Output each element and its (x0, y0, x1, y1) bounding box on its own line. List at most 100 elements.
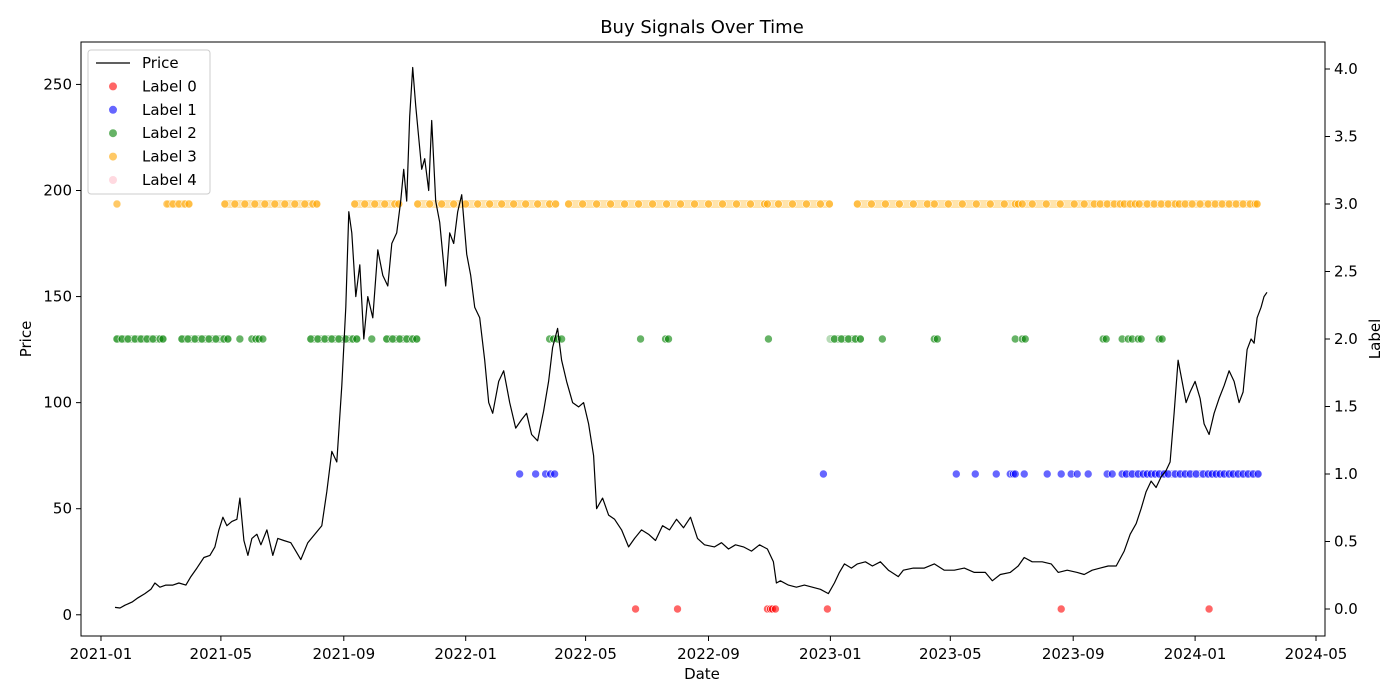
y2-axis-label: Label (1366, 319, 1384, 359)
legend-label-2: Label 2 (142, 124, 197, 142)
signal-point-label-3 (825, 199, 834, 209)
signal-point-label-2 (367, 334, 377, 344)
signal-point-label-1 (1253, 469, 1263, 479)
x-tick-label: 2024-05 (1285, 645, 1348, 663)
signal-point-label-3 (1069, 199, 1079, 209)
legend-swatch-label-2 (109, 129, 117, 138)
signal-point-label-3 (1079, 199, 1089, 209)
signal-point-label-3 (895, 199, 904, 209)
signal-point-label-3 (881, 199, 890, 209)
legend-label-4: Label 4 (142, 171, 197, 189)
signal-point-label-2 (235, 334, 245, 344)
signal-point-label-3 (260, 199, 270, 209)
signal-point-label-1 (1107, 469, 1117, 479)
signal-point-label-3 (1187, 199, 1197, 209)
y2-tick-label: 2.0 (1334, 330, 1358, 348)
signal-point-label-3 (853, 199, 862, 209)
signal-point-label-3 (867, 199, 876, 209)
signal-point-label-2 (1020, 334, 1030, 344)
signal-point-label-3 (394, 199, 404, 209)
signal-point-label-3 (280, 199, 290, 209)
signal-point-label-3 (270, 199, 280, 209)
signal-point-label-3 (473, 199, 482, 209)
y-tick-label: 250 (43, 75, 72, 93)
x-tick-label: 2023-01 (799, 645, 862, 663)
signal-point-label-3 (985, 199, 995, 209)
y2-tick-label: 3.5 (1334, 128, 1358, 146)
signal-point-label-2 (878, 334, 887, 344)
signal-point-label-3 (312, 199, 322, 209)
signal-point-label-3 (425, 199, 435, 209)
y2-tick-label: 0.0 (1334, 600, 1358, 618)
signal-point-label-3 (802, 199, 811, 209)
x-tick-label: 2021-09 (312, 645, 375, 663)
signal-point-label-2 (764, 334, 773, 344)
legend-label-1: Label 1 (142, 101, 197, 119)
signal-point-label-2 (211, 334, 221, 344)
y-axis-right: 0.0 0.5 1.0 1.5 2.0 2.5 3.0 3.5 4.0 (1325, 60, 1358, 618)
signal-point-label-1 (1019, 469, 1029, 479)
price-line-group (114, 66, 1268, 609)
y-tick-label: 0 (62, 606, 72, 624)
signal-point-label-2 (636, 334, 645, 344)
plot-area (80, 41, 1326, 637)
x-tick-label: 2021-01 (70, 645, 133, 663)
signal-point-label-3 (112, 199, 122, 209)
y2-tick-label: 1.5 (1334, 398, 1358, 416)
signal-point-label-3 (533, 199, 542, 209)
legend-swatch-label-0 (109, 82, 117, 91)
signal-point-label-2 (223, 334, 233, 344)
y2-tick-label: 0.5 (1334, 533, 1358, 551)
signal-point-label-3 (184, 199, 194, 209)
signal-point-label-3 (662, 199, 671, 209)
y-tick-label: 100 (43, 394, 72, 412)
y-axis-left: 0 50 100 150 200 250 (43, 75, 81, 624)
signal-point-label-3 (763, 199, 772, 209)
signal-point-label-3 (690, 199, 699, 209)
signal-point-label-2 (258, 334, 268, 344)
signal-point-label-3 (1134, 199, 1144, 209)
signal-point-label-3 (620, 199, 629, 209)
signal-point-label-3 (746, 199, 755, 209)
signal-point-label-1 (531, 469, 540, 479)
signal-point-label-3 (648, 199, 657, 209)
y-tick-label: 50 (53, 500, 72, 518)
x-tick-label: 2023-05 (919, 645, 982, 663)
signal-point-label-3 (788, 199, 797, 209)
signal-point-label-3 (909, 199, 918, 209)
signal-point-label-3 (1027, 199, 1037, 209)
x-tick-label: 2022-09 (677, 645, 740, 663)
signal-point-label-3 (1252, 199, 1262, 209)
legend-swatch-label-1 (109, 105, 117, 114)
signal-point-label-0 (823, 604, 832, 614)
signal-point-label-3 (497, 199, 506, 209)
signal-point-label-3 (816, 199, 825, 209)
signal-point-label-3 (437, 199, 447, 209)
signal-point-label-3 (971, 199, 981, 209)
signal-points (112, 199, 1263, 614)
signal-point-label-1 (819, 469, 828, 479)
signal-point-label-3 (380, 199, 390, 209)
signal-point-label-3 (230, 199, 240, 209)
signal-point-label-1 (951, 469, 961, 479)
signal-point-label-3 (1041, 199, 1051, 209)
signal-point-label-1 (1010, 469, 1020, 479)
signal-point-label-3 (449, 199, 459, 209)
signal-point-label-1 (1042, 469, 1052, 479)
signal-point-label-2 (1136, 334, 1146, 344)
signal-point-label-1 (515, 469, 524, 479)
signal-point-label-2 (412, 334, 422, 344)
legend-box (87, 49, 211, 195)
y2-tick-label: 3.0 (1334, 195, 1358, 213)
signal-point-label-3 (999, 199, 1009, 209)
label-density-bands (112, 200, 1263, 478)
signal-point-label-3 (413, 199, 423, 209)
signal-point-label-0 (771, 604, 780, 614)
signal-point-label-3 (461, 199, 470, 209)
signal-point-label-3 (350, 199, 360, 209)
signal-point-label-0 (1056, 604, 1066, 614)
signal-point-label-3 (509, 199, 518, 209)
signal-point-label-3 (485, 199, 494, 209)
signal-point-label-2 (158, 334, 168, 344)
chart-title: Buy Signals Over Time (600, 17, 804, 38)
